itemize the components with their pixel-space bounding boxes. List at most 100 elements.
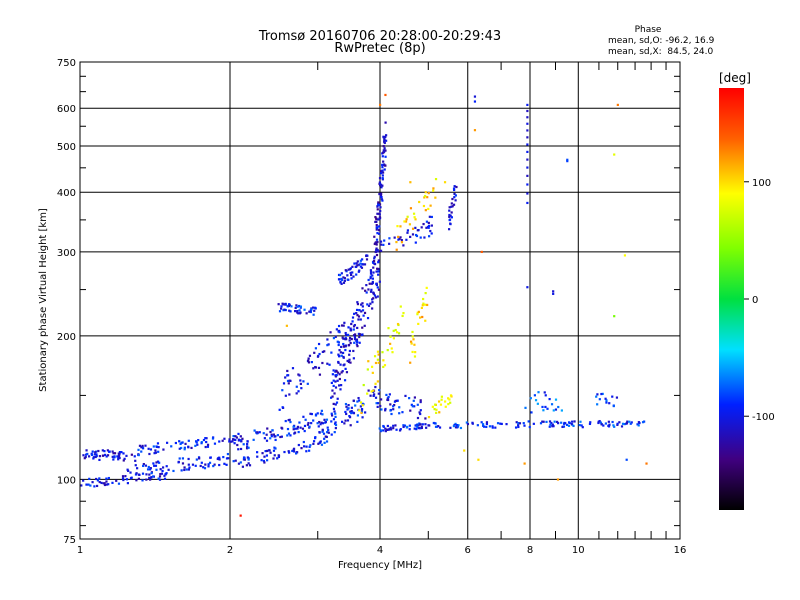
data-point: [385, 428, 388, 431]
data-point: [80, 484, 83, 487]
data-point: [335, 370, 338, 373]
data-point: [111, 455, 114, 458]
data-point: [550, 403, 554, 406]
data-point: [392, 408, 395, 411]
data-point: [399, 236, 402, 239]
data-point: [142, 462, 145, 466]
data-point: [384, 427, 387, 430]
data-point: [371, 301, 374, 304]
data-point: [335, 401, 339, 404]
data-point: [335, 373, 338, 377]
data-point: [375, 243, 378, 246]
data-point: [505, 423, 508, 426]
data-point: [356, 400, 359, 403]
data-point: [218, 458, 221, 461]
data-point: [340, 384, 343, 387]
data-point: [415, 424, 418, 427]
data-point: [303, 308, 306, 311]
data-point: [296, 305, 299, 308]
data-point: [485, 425, 488, 429]
data-point: [310, 361, 313, 364]
data-point: [355, 273, 358, 276]
data-point: [223, 462, 226, 465]
data-point: [424, 194, 427, 198]
data-point: [349, 410, 352, 413]
data-point: [381, 174, 384, 177]
data-point: [409, 235, 412, 238]
data-point: [287, 382, 290, 385]
data-point: [376, 402, 380, 405]
data-point: [411, 350, 414, 354]
colorbar-tick-label: 100: [752, 178, 771, 189]
data-point: [241, 437, 244, 440]
data-point: [105, 455, 108, 458]
data-point: [360, 411, 363, 414]
data-point: [425, 426, 428, 429]
data-point: [361, 309, 365, 312]
data-point: [384, 409, 387, 412]
data-point: [366, 254, 369, 257]
data-point: [473, 129, 477, 132]
data-point: [375, 238, 379, 241]
data-point: [645, 462, 648, 465]
data-point: [376, 405, 379, 408]
data-point: [354, 404, 357, 407]
data-point: [194, 444, 197, 447]
data-point: [393, 400, 397, 403]
data-point: [291, 367, 295, 370]
data-point: [241, 465, 245, 468]
data-point: [455, 424, 459, 427]
data-point: [334, 412, 337, 415]
data-point: [454, 426, 458, 429]
data-point: [367, 304, 371, 307]
data-point: [427, 235, 431, 238]
data-point: [324, 420, 327, 424]
data-point: [353, 262, 356, 265]
data-point: [353, 336, 357, 339]
data-point: [84, 455, 87, 459]
data-point: [402, 424, 405, 427]
data-point: [390, 428, 393, 431]
data-point: [117, 458, 120, 461]
data-point: [551, 423, 554, 426]
data-point: [553, 420, 556, 423]
data-point: [361, 263, 364, 266]
data-point: [625, 458, 628, 461]
data-point: [228, 438, 231, 441]
data-point: [303, 429, 306, 433]
data-point: [339, 281, 342, 284]
data-point: [288, 379, 291, 382]
data-point: [278, 310, 282, 313]
data-point: [451, 197, 454, 201]
data-point: [428, 215, 431, 218]
data-point: [348, 353, 351, 356]
data-point: [312, 442, 315, 445]
data-point: [455, 185, 458, 189]
data-point: [392, 337, 395, 340]
data-point: [342, 337, 345, 340]
data-point: [402, 244, 405, 247]
data-point: [293, 431, 297, 434]
data-point: [402, 425, 405, 429]
y-tick-label: 300: [57, 248, 76, 259]
data-point: [409, 207, 413, 210]
data-point: [406, 231, 409, 234]
data-point: [181, 462, 185, 465]
data-point: [355, 262, 358, 265]
data-point: [135, 472, 138, 475]
data-point: [122, 452, 125, 455]
data-point: [338, 331, 341, 334]
data-point: [117, 482, 121, 485]
data-point: [125, 454, 128, 457]
data-point: [363, 263, 367, 266]
data-point: [85, 483, 88, 486]
data-point: [377, 270, 380, 273]
data-point: [340, 354, 343, 357]
data-point: [364, 289, 367, 292]
data-point: [430, 232, 433, 235]
data-point: [488, 425, 492, 428]
data-point: [417, 310, 420, 313]
data-point: [380, 429, 383, 432]
data-point: [397, 235, 400, 238]
data-point: [234, 459, 237, 462]
